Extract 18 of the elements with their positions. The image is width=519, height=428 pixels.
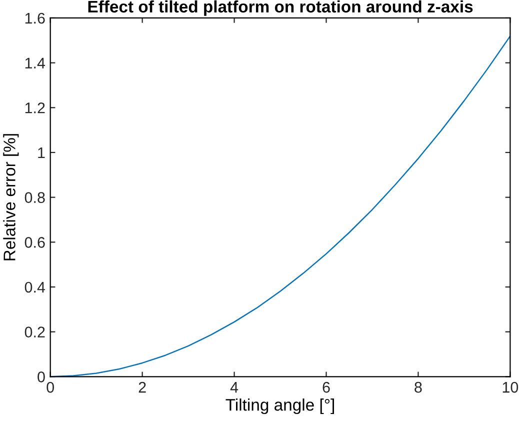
y-tick-label: 1 — [38, 148, 45, 158]
x-axis-title: Tilting angle [°] — [226, 398, 334, 414]
y-tick-label: 0 — [38, 372, 45, 382]
y-tick-label: 0.8 — [24, 192, 45, 203]
x-tick-label: 6 — [322, 382, 330, 393]
y-tick-label: 0.4 — [24, 282, 46, 293]
x-tick-label: 8 — [414, 382, 422, 393]
y-axis-title: Relative error [%] — [3, 134, 19, 260]
x-tick-label: 4 — [230, 382, 238, 393]
y-tick-label: 1.2 — [25, 102, 45, 114]
y-tick-label: 1.6 — [25, 12, 45, 24]
chart-title: Effect of tilted platform on rotation around z-axis — [88, 0, 473, 16]
x-tick-label: 10 — [502, 382, 518, 393]
y-tick-label: 1.4 — [25, 58, 46, 68]
y-tick-label: 0.6 — [24, 237, 45, 248]
x-tick-label: 2 — [138, 382, 146, 393]
y-tick-label: 0.2 — [24, 326, 45, 338]
x-tick-label: 0 — [46, 382, 54, 393]
